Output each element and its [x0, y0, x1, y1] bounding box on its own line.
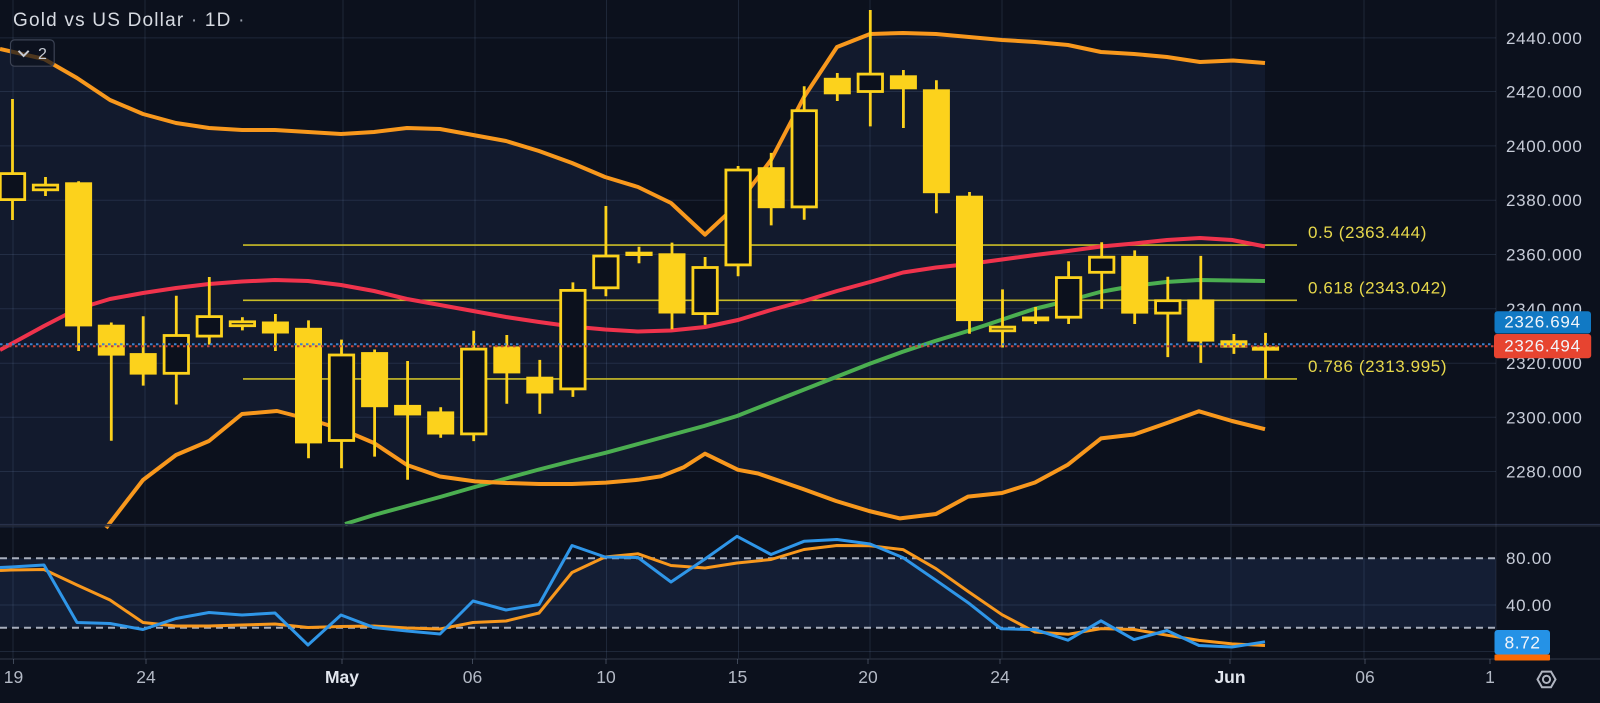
svg-text:Gold vs US Dollar · 1D ·: Gold vs US Dollar · 1D · [13, 10, 246, 31]
svg-text:0.618 (2343.042): 0.618 (2343.042) [1308, 279, 1447, 298]
svg-text:2326.494: 2326.494 [1504, 337, 1581, 356]
svg-text:8.72: 8.72 [1504, 633, 1540, 653]
svg-text:May: May [325, 667, 359, 687]
svg-text:20: 20 [858, 667, 878, 687]
svg-text:40.00: 40.00 [1506, 596, 1552, 615]
svg-text:2380.000: 2380.000 [1506, 191, 1583, 210]
svg-text:2280.000: 2280.000 [1506, 463, 1583, 482]
svg-text:15: 15 [728, 667, 747, 687]
svg-text:24: 24 [136, 667, 156, 687]
svg-text:0.5 (2363.444): 0.5 (2363.444) [1308, 223, 1427, 242]
svg-text:2400.000: 2400.000 [1506, 137, 1583, 156]
svg-text:0.786 (2313.995): 0.786 (2313.995) [1308, 357, 1447, 376]
svg-text:2440.000: 2440.000 [1506, 29, 1583, 48]
svg-text:2360.000: 2360.000 [1506, 246, 1583, 265]
svg-text:1: 1 [1485, 667, 1495, 687]
svg-text:06: 06 [463, 667, 482, 687]
svg-text:2300.000: 2300.000 [1506, 408, 1583, 427]
svg-text:10: 10 [596, 667, 616, 687]
svg-text:80.00: 80.00 [1506, 549, 1552, 568]
svg-text:2420.000: 2420.000 [1506, 83, 1583, 102]
svg-text:06: 06 [1355, 667, 1374, 687]
svg-text:2320.000: 2320.000 [1506, 354, 1583, 373]
svg-text:19: 19 [4, 667, 23, 687]
svg-text:2326.694: 2326.694 [1504, 313, 1581, 332]
svg-text:2: 2 [38, 46, 47, 63]
svg-text:Jun: Jun [1214, 667, 1245, 687]
svg-text:24: 24 [990, 667, 1010, 687]
